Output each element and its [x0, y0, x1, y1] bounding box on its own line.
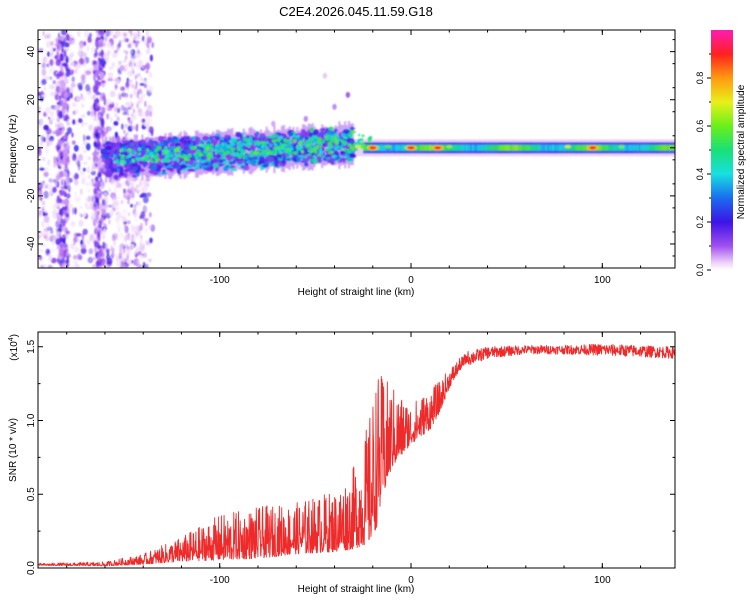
snr-xtick-label: 100 [594, 575, 611, 586]
colorbar-tick-label: 0.8 [695, 72, 705, 85]
colorbar-tick-label: 0.6 [695, 120, 705, 133]
colorbar-tick-label: 0.4 [695, 168, 705, 181]
colorbar-axis: 0.0 0.2 0.4 0.6 0.8 [695, 53, 711, 277]
snr-frame [37, 331, 676, 569]
snr-plot [38, 343, 675, 567]
spectrogram-plot [38, 30, 675, 268]
snr-ytick-label: 0.0 [26, 561, 37, 575]
snr-ytick-label: 0.5 [26, 487, 37, 501]
snr-ytick-label: 1.5 [26, 339, 37, 353]
snr-ylabel: SNR (10 * v/v) [8, 418, 19, 482]
spec-ytick-label: -20 [26, 188, 37, 203]
snr-multiplier-exp: 4 [8, 337, 15, 341]
snr-series-line [38, 343, 675, 567]
colorbar-label: Normalized spectral amplitude [736, 84, 747, 219]
snr-axes: -100 0 100 0.0 0.5 1.0 1.5 [26, 332, 675, 586]
snr-xlabel: Height of straight line (km) [298, 584, 415, 595]
spec-xtick-label: 100 [594, 275, 611, 286]
spec-ytick-label: -40 [26, 236, 37, 251]
spectrogram-frame [37, 29, 676, 269]
svg-text:(x104): (x104) [8, 334, 20, 361]
snr-multiplier-base: (x10 [9, 341, 20, 361]
spec-ytick-label: 20 [26, 94, 37, 106]
spec-ytick-label: 40 [26, 46, 37, 58]
snr-multiplier-close: ) [9, 334, 20, 337]
colorbar-tick-label: 0.2 [695, 216, 705, 229]
spec-xtick-label: 0 [408, 275, 414, 286]
colorbar [711, 30, 733, 270]
figure-title: C2E4.2026.045.11.59.G18 [279, 4, 433, 19]
spectrogram-ylabel: Frequency (Hz) [8, 115, 19, 184]
spectrogram-xlabel: Height of straight line (km) [298, 287, 415, 298]
snr-xtick-label: -100 [210, 575, 230, 586]
snr-xtick-label: 0 [408, 575, 414, 586]
spectrogram-axes: -100 0 100 -40 -20 0 20 40 [26, 30, 675, 286]
colorbar-tick-label: 0.0 [695, 264, 705, 277]
snr-multiplier: (x104) [8, 334, 20, 361]
spec-xtick-label: -100 [210, 275, 230, 286]
spec-ytick-label: 0 [26, 145, 37, 151]
snr-ytick-label: 1.0 [26, 413, 37, 427]
